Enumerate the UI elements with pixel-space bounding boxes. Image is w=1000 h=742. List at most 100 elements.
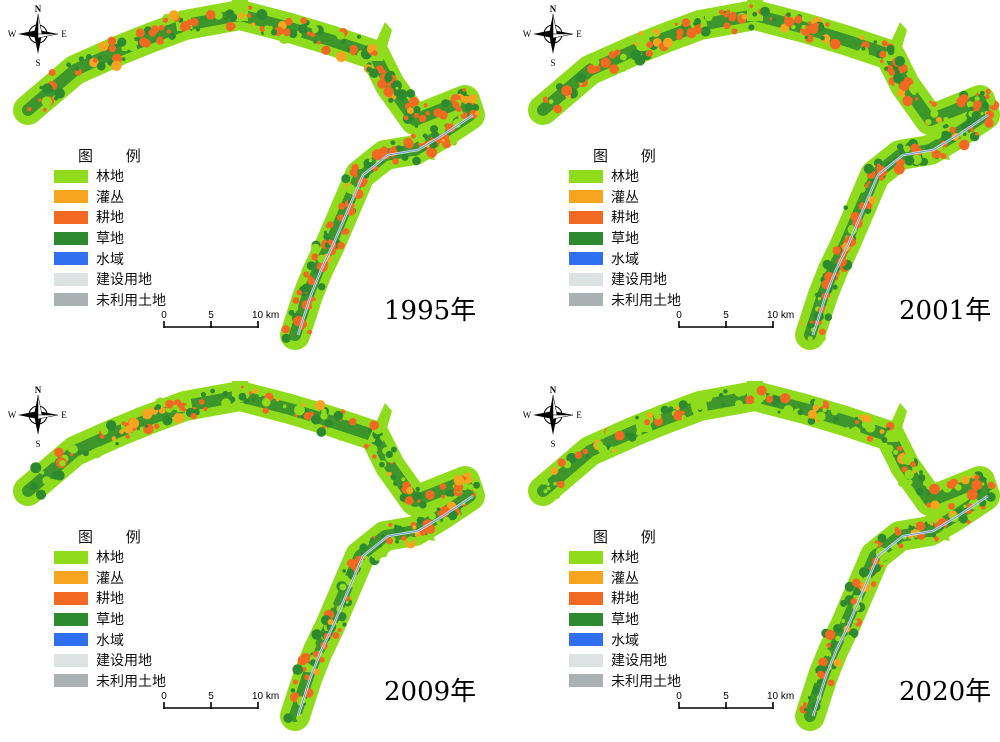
map-panel: N S W E 图 例林地 灌丛 耕地 草地 水域 建设用地 未利用土地 0 5 10 km 1995年 <box>0 0 500 361</box>
legend-item: 草地 <box>569 609 729 630</box>
legend-swatch <box>569 591 603 605</box>
compass-east-label: E <box>576 29 582 39</box>
legend-item: 建设用地 <box>569 269 729 290</box>
scale-bar-label: 10 km <box>252 691 279 702</box>
legend-label: 耕地 <box>96 591 124 608</box>
legend-label: 耕地 <box>611 210 639 227</box>
year-label: 2009年 <box>384 677 477 707</box>
legend-swatch <box>569 169 603 183</box>
legend-item: 草地 <box>54 228 214 249</box>
legend-item: 未利用土地 <box>54 290 214 311</box>
legend-item: 水域 <box>54 629 214 650</box>
scale-bar-label: 10 km <box>767 310 794 321</box>
legend-swatch <box>54 272 88 286</box>
legend-item: 林地 <box>569 547 729 568</box>
legend-item: 水域 <box>54 248 214 269</box>
legend-swatch <box>569 612 603 626</box>
legend-label: 建设用地 <box>611 653 667 670</box>
legend-title: 图 例 <box>593 528 670 546</box>
legend: 图 例林地灌丛耕地草地水域 建设用地 未利用土地 <box>569 146 729 310</box>
legend-item: 灌丛 <box>54 568 214 589</box>
legend-title: 图 例 <box>78 147 155 165</box>
legend-swatch <box>569 633 603 647</box>
legend: 图 例林地 灌丛 耕地 草地 水域 建设用地 未利用土地 <box>54 146 214 310</box>
compass-west-label: W <box>523 410 532 420</box>
compass-north-label: N <box>550 385 557 395</box>
legend-item: 水域 <box>569 248 729 269</box>
year-label: 1995年 <box>384 296 477 326</box>
legend-swatch <box>569 653 603 667</box>
legend-swatch <box>54 591 88 605</box>
legend-swatch <box>569 550 603 564</box>
legend-swatch <box>569 231 603 245</box>
legend-label: 林地 <box>611 169 639 186</box>
legend-label: 水域 <box>96 251 124 268</box>
year-label: 2001年 <box>899 296 992 326</box>
legend-swatch <box>54 674 88 688</box>
scale-bar-label: 5 <box>208 310 214 321</box>
legend-item: 灌丛 <box>54 187 214 208</box>
legend-swatch <box>569 293 603 307</box>
compass-east-label: E <box>61 410 67 420</box>
legend-swatch <box>569 190 603 204</box>
compass-west-label: W <box>8 410 17 420</box>
compass-north-label: N <box>35 385 42 395</box>
scale-bar-label: 5 <box>723 691 729 702</box>
land-use-map <box>528 0 1000 350</box>
legend-item: 未利用土地 <box>54 671 214 692</box>
legend-label: 水域 <box>611 632 639 649</box>
legend-swatch <box>54 190 88 204</box>
scale-bar: 0 5 10 km <box>676 310 794 328</box>
legend-item: 耕地 <box>569 588 729 609</box>
compass-west-label: W <box>523 29 532 39</box>
legend-item: 灌丛 <box>569 187 729 208</box>
north-arrow-icon: N S W E <box>523 383 583 449</box>
compass-east-label: E <box>61 29 67 39</box>
legend-label: 耕地 <box>611 591 639 608</box>
legend-item: 未利用土地 <box>569 290 729 311</box>
legend-label: 灌丛 <box>96 189 124 206</box>
map-panel: N S W E 图 例林地 灌丛 耕地 草地 水域 建设用地 未利用土地 0 5 10 km 2020年 <box>515 381 1000 742</box>
scale-bar-label: 10 km <box>767 691 794 702</box>
scale-bar-label: 0 <box>676 691 682 702</box>
scale-bar: 0 5 10 km <box>161 310 279 328</box>
north-arrow-icon: N S W E <box>8 2 68 68</box>
legend-label: 水域 <box>96 632 124 649</box>
legend-label: 未利用土地 <box>611 673 681 690</box>
scale-bar: 0 5 10 km <box>676 691 794 709</box>
compass-south-label: S <box>550 58 555 68</box>
legend-swatch <box>54 612 88 626</box>
legend-label: 水域 <box>611 251 639 268</box>
legend-swatch <box>54 653 88 667</box>
legend-label: 草地 <box>611 612 639 629</box>
compass-south-label: S <box>35 58 40 68</box>
compass-north-label: N <box>35 4 42 14</box>
compass-north-label: N <box>550 4 557 14</box>
legend-label: 灌丛 <box>96 570 124 587</box>
legend-swatch <box>54 231 88 245</box>
map-panel: N S W E 图 例林地 灌丛 耕地 草地 水域 建设用地 未利用土地 0 5 10 km 2009年 <box>0 381 500 742</box>
legend-title: 图 例 <box>593 147 670 165</box>
legend-swatch <box>569 674 603 688</box>
north-arrow-icon: N S W E <box>8 383 68 449</box>
legend-item: 建设用地 <box>54 650 214 671</box>
compass-south-label: S <box>35 439 40 449</box>
legend-item: 林地 <box>569 166 729 187</box>
legend-swatch <box>54 571 88 585</box>
legend-item: 草地 <box>569 228 729 249</box>
legend-label: 林地 <box>611 550 639 567</box>
legend-label: 耕地 <box>96 210 124 227</box>
legend-label: 草地 <box>96 231 124 248</box>
year-label: 2020年 <box>899 677 992 707</box>
map-panel: N S W E 图 例林地灌丛耕地草地水域 建设用地 未利用土地 0 5 10 km 2001年 <box>515 0 1000 361</box>
legend-label: 未利用土地 <box>96 292 166 309</box>
compass-east-label: E <box>576 410 582 420</box>
legend-label: 灌丛 <box>611 189 639 206</box>
legend-label: 草地 <box>611 231 639 248</box>
legend-item: 建设用地 <box>569 650 729 671</box>
legend-swatch <box>569 571 603 585</box>
legend-swatch <box>54 169 88 183</box>
land-use-map <box>528 381 1000 731</box>
legend-label: 未利用土地 <box>96 673 166 690</box>
land-use-map <box>13 381 485 731</box>
